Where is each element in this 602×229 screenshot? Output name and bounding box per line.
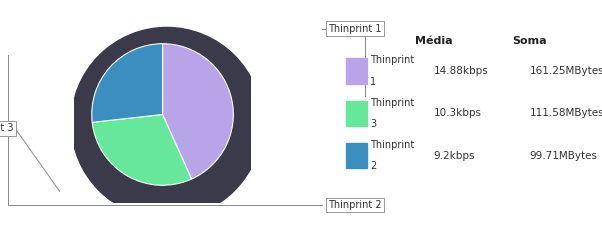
Text: Thinprint 1: Thinprint 1 (328, 24, 382, 34)
Ellipse shape (71, 27, 262, 218)
Text: 161.25MBytes: 161.25MBytes (530, 66, 602, 76)
FancyBboxPatch shape (346, 58, 367, 84)
Wedge shape (92, 44, 163, 122)
Text: 2: 2 (370, 161, 376, 172)
Wedge shape (92, 114, 191, 185)
Text: 3: 3 (370, 119, 376, 129)
FancyBboxPatch shape (346, 143, 367, 168)
Text: 10.3kbps: 10.3kbps (433, 108, 482, 118)
Text: 99.71MBytes: 99.71MBytes (530, 151, 598, 161)
Text: Média: Média (415, 36, 452, 46)
Text: Thinprint: Thinprint (370, 55, 415, 65)
Text: 9.2kbps: 9.2kbps (433, 151, 475, 161)
Text: Thinprint 3: Thinprint 3 (0, 123, 13, 133)
FancyBboxPatch shape (346, 101, 367, 126)
Text: Soma: Soma (512, 36, 547, 46)
Text: Thinprint 2: Thinprint 2 (328, 200, 382, 210)
Text: Thinprint: Thinprint (370, 140, 415, 150)
Text: 1: 1 (370, 77, 376, 87)
Text: Thinprint: Thinprint (370, 98, 415, 108)
Text: 14.88kbps: 14.88kbps (433, 66, 488, 76)
Text: 111.58MBytes: 111.58MBytes (530, 108, 602, 118)
Wedge shape (163, 44, 234, 179)
